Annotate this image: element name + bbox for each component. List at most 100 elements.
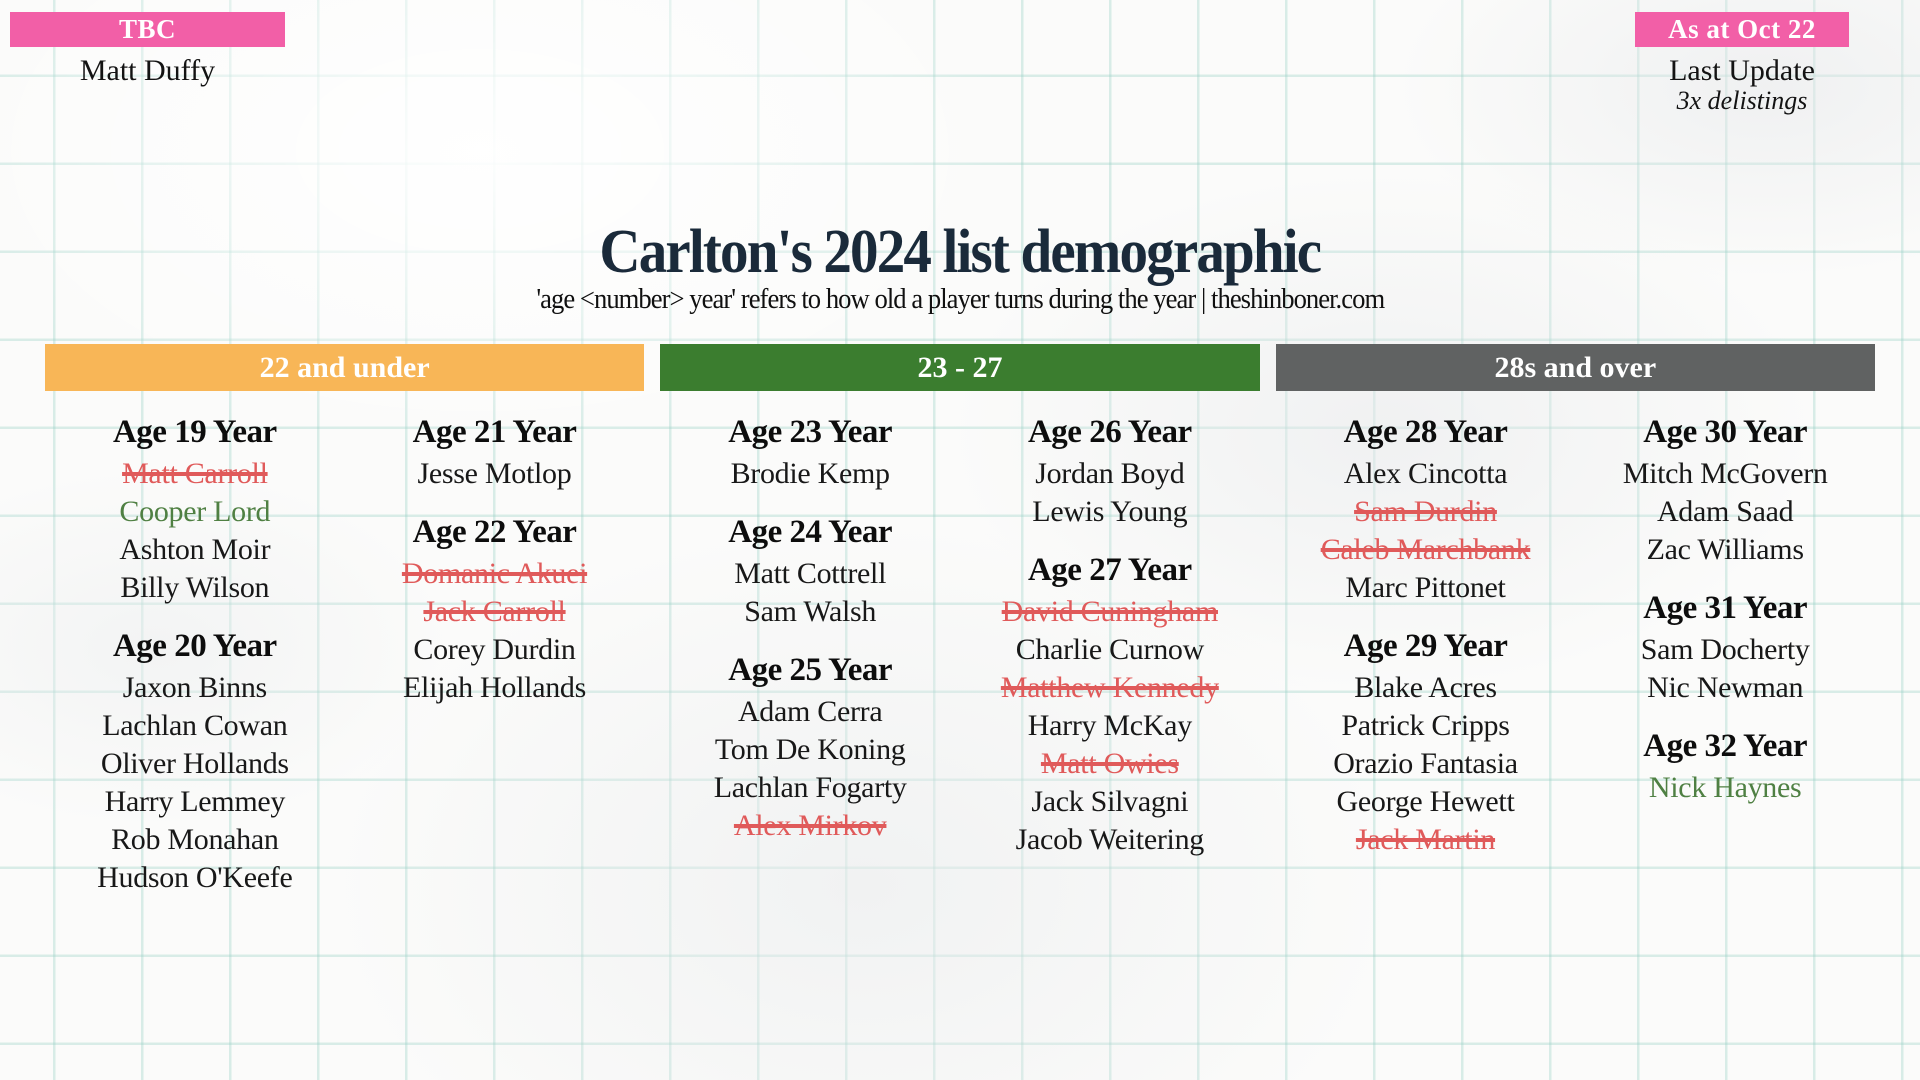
player-name-brodie-kemp: Brodie Kemp (730, 457, 890, 490)
age-group-age-25-year: Age 25 Year Adam Cerra Tom De Koning Lachla… (660, 648, 960, 845)
age-group-age-19-year: Age 19 Year Matt Carroll Cooper Lord Ashton… (45, 410, 345, 607)
age-group-age-22-year: Age 22 Year Domanic Akuei Jack Carroll Core… (345, 510, 645, 707)
player-name-hudson-o-keefe: Hudson O'Keefe (97, 861, 293, 894)
player-name-jack-silvagni: Jack Silvagni (1031, 785, 1189, 818)
player-name-rob-monahan: Rob Monahan (111, 823, 279, 856)
age-group-heading: Age 32 Year (1643, 728, 1808, 764)
age-group-heading: Age 19 Year (112, 414, 277, 450)
age-group-heading: Age 29 Year (1343, 628, 1508, 664)
age-group-heading: Age 21 Year (412, 414, 577, 450)
section-header-28s-and-over: 28s and over (1275, 344, 1875, 391)
player-name-jack-martin: Jack Martin (1355, 823, 1496, 856)
player-name-adam-cerra: Adam Cerra (737, 695, 883, 728)
player-name-oliver-hollands: Oliver Hollands (100, 747, 289, 780)
player-name-corey-durdin: Corey Durdin (413, 633, 576, 666)
age-group-heading: Age 20 Year (112, 628, 277, 664)
age-group-heading: Age 24 Year (728, 514, 893, 550)
section-22-and-under: 22 and under Age 19 Year Matt Carroll Coope… (45, 344, 645, 914)
age-column: Age 28 Year Alex Cincotta Sam Durdin Caleb … (1276, 410, 1576, 876)
player-name-orazio-fantasia: Orazio Fantasia (1333, 747, 1518, 780)
section-columns: Age 19 Year Matt Carroll Cooper Lord Ashton… (45, 410, 644, 914)
player-name-jesse-motlop: Jesse Motlop (417, 457, 572, 490)
page-title: Carlton's 2024 list demographic (599, 218, 1323, 286)
player-name-billy-wilson: Billy Wilson (120, 571, 270, 604)
age-group-age-21-year: Age 21 Year Jesse Motlop (345, 410, 645, 493)
age-group-heading: Age 26 Year (1027, 414, 1192, 450)
player-name-charlie-curnow: Charlie Curnow (1015, 633, 1205, 666)
player-name-matt-carroll: Matt Carroll (122, 457, 268, 490)
age-group-heading: Age 30 Year (1643, 414, 1808, 450)
player-name-cooper-lord: Cooper Lord (119, 495, 271, 528)
age-group-age-30-year: Age 30 Year Mitch McGovern Adam Saad Zac Wi… (1575, 410, 1875, 569)
player-name-caleb-marchbank: Caleb Marchbank (1320, 533, 1531, 566)
tbc-block: TBC Matt Duffy (10, 12, 285, 87)
tbc-player-name: Matt Duffy (79, 54, 216, 87)
player-name-harry-mckay: Harry McKay (1027, 709, 1192, 742)
age-group-age-27-year: Age 27 Year David Cuningham Charlie Curnow… (960, 548, 1260, 859)
age-group-age-28-year: Age 28 Year Alex Cincotta Sam Durdin Caleb … (1276, 410, 1576, 607)
age-column: Age 26 Year Jordan Boyd Lewis Young Age 27 … (960, 410, 1260, 876)
last-update-label: Last Update (1669, 54, 1815, 87)
player-name-matt-owies: Matt Owies (1040, 747, 1179, 780)
player-name-matt-cottrell: Matt Cottrell (734, 557, 887, 590)
player-name-nick-haynes: Nick Haynes (1648, 771, 1802, 804)
player-name-elijah-hollands: Elijah Hollands (403, 671, 586, 704)
title-block: Carlton's 2024 list demographic 'age <nu… (0, 221, 1920, 315)
age-group-heading: Age 23 Year (728, 414, 893, 450)
age-group-age-29-year: Age 29 Year Blake Acres Patrick Cripps Oraz… (1276, 624, 1576, 859)
player-name-lachlan-fogarty: Lachlan Fogarty (713, 771, 907, 804)
player-name-harry-lemmey: Harry Lemmey (104, 785, 286, 818)
age-group-heading: Age 31 Year (1643, 590, 1808, 626)
section-columns: Age 23 Year Brodie Kemp Age 24 Year Matt Co… (660, 410, 1259, 876)
age-column: Age 19 Year Matt Carroll Cooper Lord Ashton… (45, 410, 345, 914)
section-header-22-and-under: 22 and under (45, 344, 645, 391)
player-name-tom-de-koning: Tom De Koning (714, 733, 906, 766)
player-name-david-cuningham: David Cuningham (1001, 595, 1219, 628)
player-name-alex-mirkov: Alex Mirkov (733, 809, 887, 842)
player-name-marc-pittonet: Marc Pittonet (1345, 571, 1506, 604)
player-name-mitch-mcgovern: Mitch McGovern (1622, 457, 1828, 490)
age-group-age-32-year: Age 32 Year Nick Haynes (1575, 724, 1875, 807)
last-update-block: As at Oct 22 Last Update 3x delistings (1635, 12, 1849, 114)
player-name-matthew-kennedy: Matthew Kennedy (1000, 671, 1219, 704)
player-name-nic-newman: Nic Newman (1647, 671, 1804, 704)
section-header-23-27: 23 - 27 (660, 344, 1260, 391)
player-name-ashton-moir: Ashton Moir (119, 533, 271, 566)
delistings-note: 3x delistings (1676, 86, 1808, 115)
tbc-badge: TBC (10, 12, 285, 47)
age-group-age-20-year: Age 20 Year Jaxon Binns Lachlan Cowan Olive… (45, 624, 345, 897)
age-group-age-23-year: Age 23 Year Brodie Kemp (660, 410, 960, 493)
player-name-sam-walsh: Sam Walsh (744, 595, 877, 628)
player-name-alex-cincotta: Alex Cincotta (1343, 457, 1508, 490)
section-23-27: 23 - 27 Age 23 Year Brodie Kemp Age 24 Year… (660, 344, 1260, 914)
age-group-heading: Age 25 Year (728, 652, 893, 688)
section-columns: Age 28 Year Alex Cincotta Sam Durdin Caleb … (1276, 410, 1875, 876)
age-column: Age 30 Year Mitch McGovern Adam Saad Zac Wi… (1575, 410, 1875, 876)
player-name-lachlan-cowan: Lachlan Cowan (102, 709, 288, 742)
player-name-domanic-akuei: Domanic Akuei (401, 557, 588, 590)
age-column: Age 21 Year Jesse Motlop Age 22 Year Domani… (345, 410, 645, 914)
player-name-lewis-young: Lewis Young (1032, 495, 1188, 528)
player-name-blake-acres: Blake Acres (1354, 671, 1497, 704)
section-28s-and-over: 28s and over Age 28 Year Alex Cincotta Sam … (1275, 344, 1875, 914)
age-column: Age 23 Year Brodie Kemp Age 24 Year Matt Co… (660, 410, 960, 876)
age-sections-row: 22 and under Age 19 Year Matt Carroll Coope… (45, 344, 1875, 914)
player-name-jaxon-binns: Jaxon Binns (122, 671, 268, 704)
player-name-jacob-weitering: Jacob Weitering (1015, 823, 1205, 856)
age-group-age-26-year: Age 26 Year Jordan Boyd Lewis Young (960, 410, 1260, 531)
as-at-date-badge: As at Oct 22 (1635, 12, 1849, 47)
player-name-jack-carroll: Jack Carroll (423, 595, 566, 628)
player-name-george-hewett: George Hewett (1336, 785, 1515, 818)
player-name-sam-durdin: Sam Durdin (1354, 495, 1497, 528)
age-group-heading: Age 28 Year (1343, 414, 1508, 450)
age-group-age-31-year: Age 31 Year Sam Docherty Nic Newman (1575, 586, 1875, 707)
age-group-heading: Age 22 Year (412, 514, 577, 550)
page-subtitle: 'age <number> year' refers to how old a … (536, 284, 1385, 315)
player-name-patrick-cripps: Patrick Cripps (1341, 709, 1510, 742)
player-name-zac-williams: Zac Williams (1646, 533, 1804, 566)
player-name-jordan-boyd: Jordan Boyd (1035, 457, 1185, 490)
player-name-adam-saad: Adam Saad (1656, 495, 1794, 528)
player-name-sam-docherty: Sam Docherty (1640, 633, 1810, 666)
age-group-heading: Age 27 Year (1027, 552, 1192, 588)
